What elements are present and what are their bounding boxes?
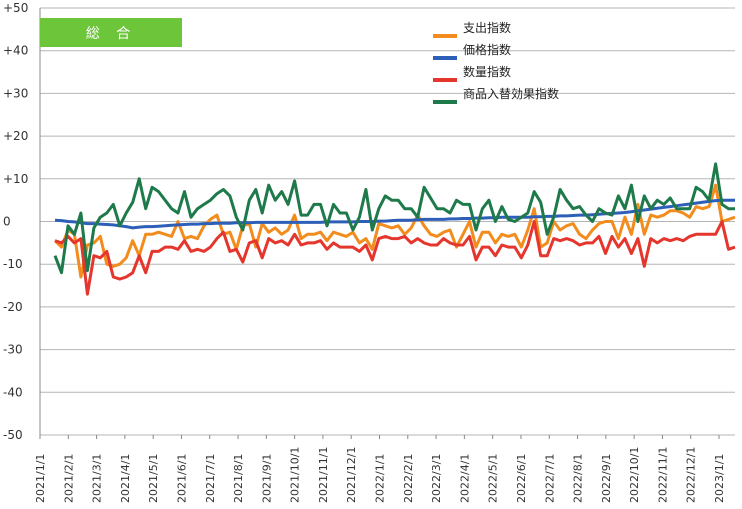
- y-tick-label: -40: [3, 385, 23, 399]
- x-tick-label: 2021/3/1: [91, 454, 104, 503]
- y-tick-label: -20: [3, 300, 23, 314]
- x-tick-label: 2021/7/1: [204, 454, 217, 503]
- x-tick-label: 2022/3/1: [430, 454, 443, 503]
- x-tick-label: 2022/5/1: [487, 454, 500, 503]
- chart-title: 総 合: [86, 26, 136, 42]
- x-tick-label: 2021/9/1: [260, 454, 273, 503]
- y-tick-label: +40: [3, 44, 28, 58]
- x-tick-label: 2021/1/1: [34, 454, 47, 503]
- y-tick-label: -50: [3, 428, 23, 442]
- legend-label: 商品入替効果指数: [463, 86, 559, 101]
- x-tick-label: 2021/8/1: [232, 454, 245, 503]
- x-tick-label: 2021/4/1: [119, 454, 132, 503]
- x-tick-label: 2021/11/1: [317, 447, 330, 503]
- legend-label: 数量指数: [463, 64, 511, 79]
- series-line: [53, 183, 736, 279]
- y-tick-label: +30: [3, 86, 28, 100]
- x-tick-label: 2022/9/1: [600, 454, 613, 503]
- series-line: [54, 198, 735, 230]
- x-tick-label: 2021/10/1: [289, 447, 302, 503]
- series-lines: [53, 162, 736, 296]
- x-tick-label: 2022/11/1: [656, 447, 669, 503]
- x-tick-label: 2023/1/1: [713, 454, 726, 503]
- x-axis-ticks: 2021/1/1 2021/2/1 2021/3/1 2021/4/1 2021/5/1…: [34, 435, 726, 503]
- x-tick-label: 2022/8/1: [572, 454, 585, 503]
- x-tick-label: 2022/4/1: [458, 454, 471, 503]
- y-tick-label: -10: [3, 257, 23, 271]
- title-badge-box: [40, 18, 182, 47]
- x-tick-label: 2022/10/1: [628, 447, 641, 503]
- x-tick-label: 2022/12/1: [685, 447, 698, 503]
- legend-label: 支出指数: [463, 20, 511, 35]
- title-badge: 総 合: [40, 18, 182, 47]
- y-axis-ticks: +50 +40 +30 +20 +10 0 -10 -20 -30 -40 -50: [3, 1, 28, 442]
- series-line: [53, 162, 735, 275]
- y-tick-label: 0: [3, 215, 11, 229]
- y-tick-label: +10: [3, 172, 28, 186]
- series-line: [54, 220, 736, 296]
- y-tick-label: -30: [3, 343, 23, 357]
- x-tick-label: 2021/5/1: [147, 454, 160, 503]
- x-tick-label: 2022/1/1: [374, 454, 387, 503]
- x-tick-label: 2021/12/1: [345, 447, 358, 503]
- x-tick-label: 2022/2/1: [402, 454, 415, 503]
- y-tick-label: +50: [3, 1, 28, 15]
- x-tick-label: 2021/6/1: [175, 454, 188, 503]
- y-tick-label: +20: [3, 129, 28, 143]
- x-tick-label: 2021/2/1: [62, 454, 75, 503]
- x-tick-label: 2022/6/1: [515, 454, 528, 503]
- x-tick-label: 2022/7/1: [543, 454, 556, 503]
- legend-label: 価格指数: [463, 42, 511, 57]
